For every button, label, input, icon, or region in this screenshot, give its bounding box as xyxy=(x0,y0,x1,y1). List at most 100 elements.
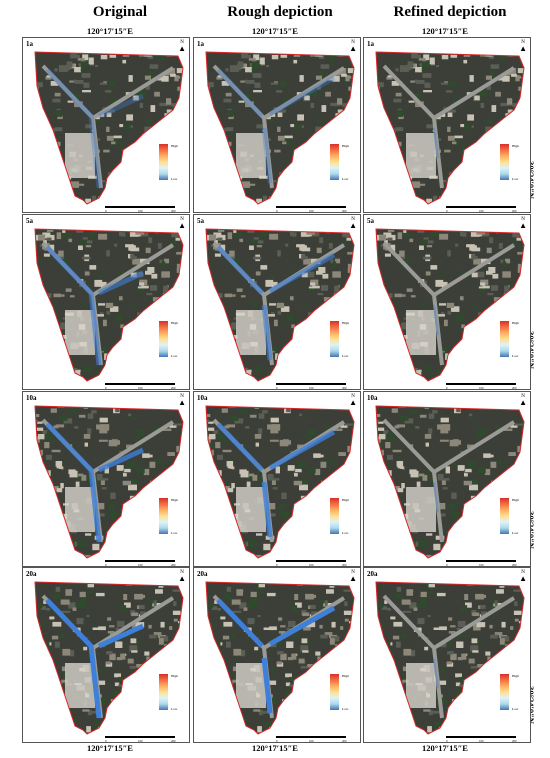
scale-tick-label: 0 xyxy=(105,385,107,390)
scale-tick-label: 200 xyxy=(342,385,347,390)
legend-gradient xyxy=(159,498,168,534)
legend-gradient xyxy=(330,498,339,534)
legend-high-label: High xyxy=(171,321,178,325)
scale-tick-label: 200 xyxy=(342,738,347,743)
legend-high-label: High xyxy=(512,498,519,502)
scale-tick-label: 0 xyxy=(276,208,278,213)
satellite-map xyxy=(375,581,525,735)
map-panel-refined-1a: 1a N ▲ High Low 0 100 200 xyxy=(363,37,531,213)
panel-year-label: 10a xyxy=(26,394,37,402)
district-boundary xyxy=(375,228,525,382)
scale-tick-label: 100 xyxy=(309,208,314,213)
satellite-map xyxy=(375,228,525,382)
longitude-top-2: 120°17′15″E xyxy=(252,26,298,36)
longitude-top-3: 120°17′15″E xyxy=(422,26,468,36)
scale-tick-label: 0 xyxy=(105,562,107,567)
panel-year-label: 10a xyxy=(367,394,378,402)
legend-gradient xyxy=(159,144,168,180)
legend-high-label: High xyxy=(171,498,178,502)
north-arrow-icon: N ▲ xyxy=(349,394,357,407)
scale-tick-label: 0 xyxy=(105,738,107,743)
satellite-map xyxy=(34,51,184,205)
legend-high-label: High xyxy=(171,674,178,678)
legend-low-label: Low xyxy=(171,354,178,358)
district-boundary xyxy=(205,581,355,735)
north-arrow-icon: N ▲ xyxy=(178,570,186,583)
map-panel-original-1a: 1a N ▲ High Low 0 100 200 xyxy=(22,37,190,213)
legend-gradient xyxy=(500,498,509,534)
map-panel-rough-20a: 20a N ▲ High Low 0 100 200 xyxy=(193,567,361,743)
scale-tick-label: 200 xyxy=(512,385,517,390)
district-boundary xyxy=(34,405,184,559)
scale-bar: 0 100 200 xyxy=(276,736,347,743)
longitude-top-1: 120°17′15″E xyxy=(87,26,133,36)
legend-gradient xyxy=(330,321,339,357)
scale-tick-label: 0 xyxy=(446,562,448,567)
scale-bar: 0 100 200 xyxy=(276,206,347,213)
panel-year-label: 5a xyxy=(26,217,33,225)
panel-year-label: 5a xyxy=(367,217,374,225)
panel-year-label: 1a xyxy=(367,40,374,48)
longitude-bottom-1: 120°17′15″E xyxy=(87,743,133,753)
district-boundary xyxy=(205,51,355,205)
scale-tick-label: 100 xyxy=(309,385,314,390)
longitude-bottom-2: 120°17′15″E xyxy=(252,743,298,753)
north-arrow-icon: N ▲ xyxy=(519,394,527,407)
legend-high-label: High xyxy=(512,321,519,325)
panel-year-label: 20a xyxy=(197,570,208,578)
scale-tick-label: 100 xyxy=(138,738,143,743)
scale-tick-label: 100 xyxy=(479,385,484,390)
map-panel-original-20a: 20a N ▲ High Low 0 100 200 xyxy=(22,567,190,743)
scale-tick-label: 200 xyxy=(512,562,517,567)
scale-tick-label: 200 xyxy=(171,562,176,567)
scale-tick-label: 100 xyxy=(309,562,314,567)
scale-tick-label: 200 xyxy=(512,208,517,213)
district-boundary xyxy=(34,228,184,382)
north-arrow-icon: N ▲ xyxy=(519,570,527,583)
district-boundary xyxy=(375,51,525,205)
map-panel-rough-1a: 1a N ▲ High Low 0 100 200 xyxy=(193,37,361,213)
legend-low-label: Low xyxy=(171,531,178,535)
scale-tick-label: 0 xyxy=(446,208,448,213)
legend-gradient xyxy=(330,674,339,710)
map-panel-refined-5a: 5a N ▲ High Low 0 100 200 xyxy=(363,214,531,390)
district-boundary xyxy=(375,405,525,559)
column-title-original: Original xyxy=(92,4,148,20)
district-boundary xyxy=(205,405,355,559)
scale-tick-label: 100 xyxy=(479,562,484,567)
district-boundary xyxy=(34,51,184,205)
panel-year-label: 20a xyxy=(367,570,378,578)
legend-low-label: Low xyxy=(342,177,349,181)
legend-high-label: High xyxy=(512,144,519,148)
scale-tick-label: 0 xyxy=(446,738,448,743)
scale-bar: 0 100 200 xyxy=(105,206,176,213)
scale-bar: 0 100 200 xyxy=(446,206,517,213)
legend-high-label: High xyxy=(342,321,349,325)
panel-year-label: 20a xyxy=(26,570,37,578)
legend-low-label: Low xyxy=(512,531,519,535)
scale-tick-label: 100 xyxy=(138,208,143,213)
satellite-map xyxy=(205,581,355,735)
scale-bar: 0 100 200 xyxy=(105,736,176,743)
scale-tick-label: 200 xyxy=(171,385,176,390)
map-panel-original-5a: 5a N ▲ High Low 0 100 200 xyxy=(22,214,190,390)
north-arrow-icon: N ▲ xyxy=(178,40,186,53)
legend-low-label: Low xyxy=(171,707,178,711)
panel-year-label: 1a xyxy=(26,40,33,48)
legend-low-label: Low xyxy=(512,354,519,358)
scale-bar: 0 100 200 xyxy=(276,383,347,390)
scale-bar: 0 100 200 xyxy=(276,560,347,567)
column-title-refined: Refined depiction xyxy=(393,4,507,20)
legend-low-label: Low xyxy=(512,177,519,181)
satellite-map xyxy=(375,405,525,559)
map-panel-rough-5a: 5a N ▲ High Low 0 100 200 xyxy=(193,214,361,390)
satellite-map xyxy=(205,228,355,382)
district-boundary xyxy=(205,228,355,382)
scale-tick-label: 200 xyxy=(512,738,517,743)
scale-bar: 0 100 200 xyxy=(105,383,176,390)
longitude-bottom-3: 120°17′15″E xyxy=(422,743,468,753)
scale-bar: 0 100 200 xyxy=(446,736,517,743)
scale-tick-label: 0 xyxy=(105,208,107,213)
scale-tick-label: 100 xyxy=(479,738,484,743)
scale-tick-label: 100 xyxy=(479,208,484,213)
